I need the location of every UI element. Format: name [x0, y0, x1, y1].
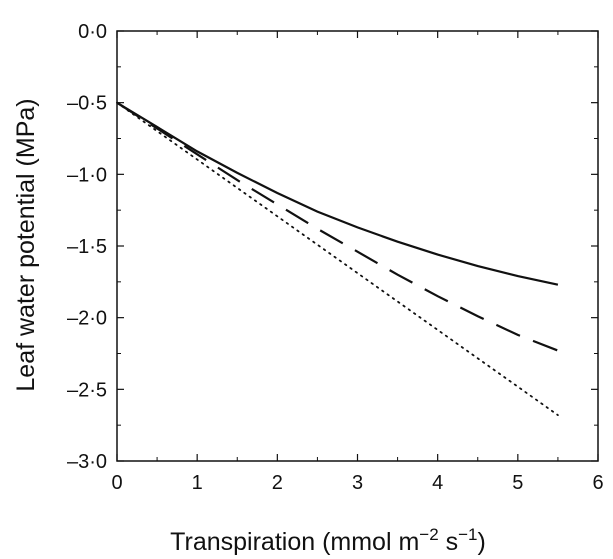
series-line-solid — [116, 101, 559, 286]
x-axis-title: Transpiration (mmol m−2 s−1) — [170, 525, 486, 556]
x-tick-label: 3 — [352, 472, 363, 494]
plot-area-frame — [116, 30, 599, 462]
y-tick-label: –1·0 — [67, 164, 107, 186]
series-line-dotted — [116, 101, 559, 417]
x-tick-label: 2 — [272, 472, 283, 494]
series-line-dashed — [116, 101, 559, 352]
y-tick-label: –2·5 — [67, 379, 107, 401]
y-tick-label: –2·0 — [67, 308, 107, 330]
y-tick-label: 0·0 — [78, 21, 107, 43]
axis-ticks — [116, 30, 599, 462]
x-tick-label: 1 — [192, 472, 203, 494]
y-tick-label: –3·0 — [67, 451, 107, 473]
x-tick-label: 5 — [512, 472, 523, 494]
y-axis-title: Leaf water potential (MPa) — [12, 98, 40, 391]
tick-labels: 0 1 2 3 4 5 6 0·0 –0·5 –1·0 –1·5 –2·0 –2·5 –3·0 — [67, 21, 604, 494]
data-series — [116, 101, 559, 417]
y-tick-label: –0·5 — [67, 93, 107, 115]
y-tick-label: –1·5 — [67, 236, 107, 258]
x-tick-label: 6 — [592, 472, 603, 494]
x-tick-label: 0 — [111, 472, 122, 494]
x-tick-label: 4 — [432, 472, 443, 494]
